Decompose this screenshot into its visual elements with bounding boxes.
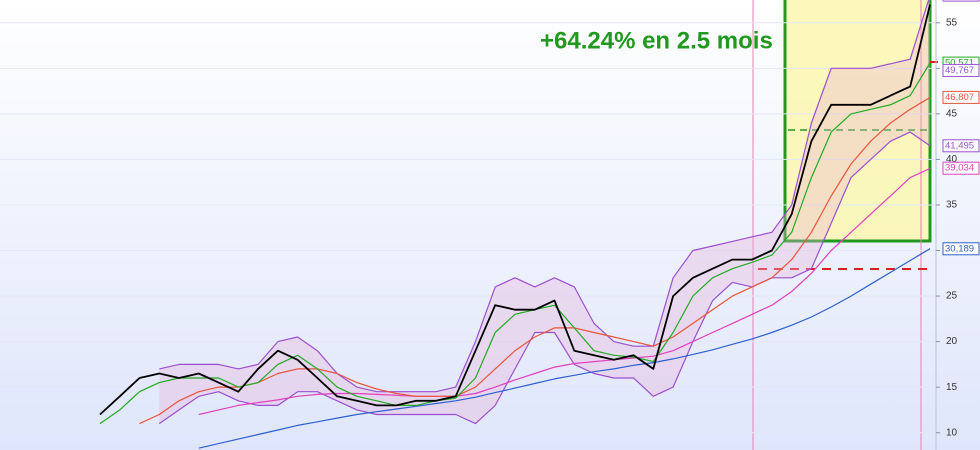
moving-average: [99, 62, 931, 425]
price-label-box: [942, 63, 980, 77]
y-tick-label: 40: [946, 154, 958, 165]
price-label-box: [942, 0, 980, 2]
moving-average: [139, 96, 931, 425]
band-fill: [159, 0, 930, 424]
price-label: 41,495: [945, 140, 974, 151]
y-tick-label: 10: [946, 427, 958, 438]
price-label-box: [942, 242, 980, 256]
price-label: 58,040: [945, 0, 974, 1]
price-label-box: [942, 139, 980, 153]
plot-area: [0, 0, 936, 449]
price-label-box: [942, 90, 980, 104]
y-tick-label: 15: [946, 382, 958, 393]
price-label: 39,034: [945, 163, 974, 174]
y-tick-label: 35: [946, 200, 958, 211]
moving-average: [198, 248, 931, 449]
price-label: 30,189: [945, 243, 974, 254]
bollinger-band: [159, 0, 930, 393]
annotation: +64.24% en 2.5 mois: [540, 27, 773, 54]
y-tick-label: 20: [946, 336, 958, 347]
y-tick-label: 55: [946, 17, 958, 28]
highlight-box: [783, 0, 932, 243]
price-label: 49,767: [945, 65, 974, 76]
price-label: 50,571: [945, 58, 974, 69]
price-label: 46,807: [945, 92, 974, 103]
price-label-box: [942, 161, 980, 175]
moving-average: [198, 167, 931, 416]
y-tick-label: 25: [946, 291, 958, 302]
y-tick-label: 45: [946, 109, 958, 120]
price-line: [99, 4, 931, 416]
